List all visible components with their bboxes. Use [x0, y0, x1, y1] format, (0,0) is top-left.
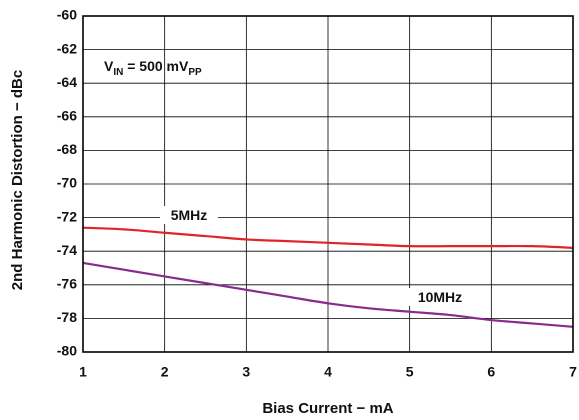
plot-frame: [82, 15, 574, 353]
x-tick-label: 4: [324, 363, 332, 379]
y-axis-label: 2nd Harmonic Distortion − dBc: [9, 70, 26, 290]
x-axis-label: Bias Current − mA: [262, 400, 393, 417]
y-tick-label: -60: [57, 7, 77, 23]
x-tick-label: 7: [569, 363, 577, 379]
x-tick-label: 3: [242, 363, 250, 379]
annotation-v-sub: IN: [113, 67, 123, 78]
y-tick-label: -68: [57, 141, 77, 157]
series-label-10mhz-bg: [408, 288, 472, 306]
y-tick-labels: -60 -62 -64 -66 -68 -70 -72 -74 -76 -78 -80: [57, 7, 77, 359]
y-tick-label: -64: [57, 74, 77, 90]
y-tick-label: -78: [57, 309, 77, 325]
annotation-mid: = 500 mV: [123, 58, 189, 74]
x-tick-label: 2: [161, 363, 169, 379]
y-tick-label: -72: [57, 208, 77, 224]
y-tick-label: -62: [57, 40, 77, 56]
series-label-5mhz: 5MHz: [160, 206, 218, 224]
y-tick-label: -80: [57, 343, 77, 359]
x-tick-label: 6: [487, 363, 495, 379]
series-layer: [82, 226, 574, 328]
series-label-10mhz: 10MHz: [408, 288, 472, 306]
series-label-5mhz-bg: [160, 206, 218, 224]
series-line-10mhz: [82, 261, 574, 328]
y-tick-label: -74: [57, 242, 77, 258]
annotation-v: V: [104, 58, 114, 74]
series-line-5mhz: [82, 226, 574, 249]
annotation-pp-sub: PP: [188, 67, 202, 78]
x-tick-label: 1: [79, 363, 87, 379]
x-tick-label: 5: [406, 363, 414, 379]
vin-annotation: VIN = 500 mVPP: [104, 58, 202, 78]
y-tick-label: -76: [57, 276, 77, 292]
y-tick-label: -70: [57, 175, 77, 191]
series-label-10mhz-text: 10MHz: [418, 289, 462, 305]
y-tick-label: -66: [57, 108, 77, 124]
x-tick-labels: 1 2 3 4 5 6 7: [79, 363, 577, 379]
series-label-5mhz-text: 5MHz: [171, 207, 208, 223]
